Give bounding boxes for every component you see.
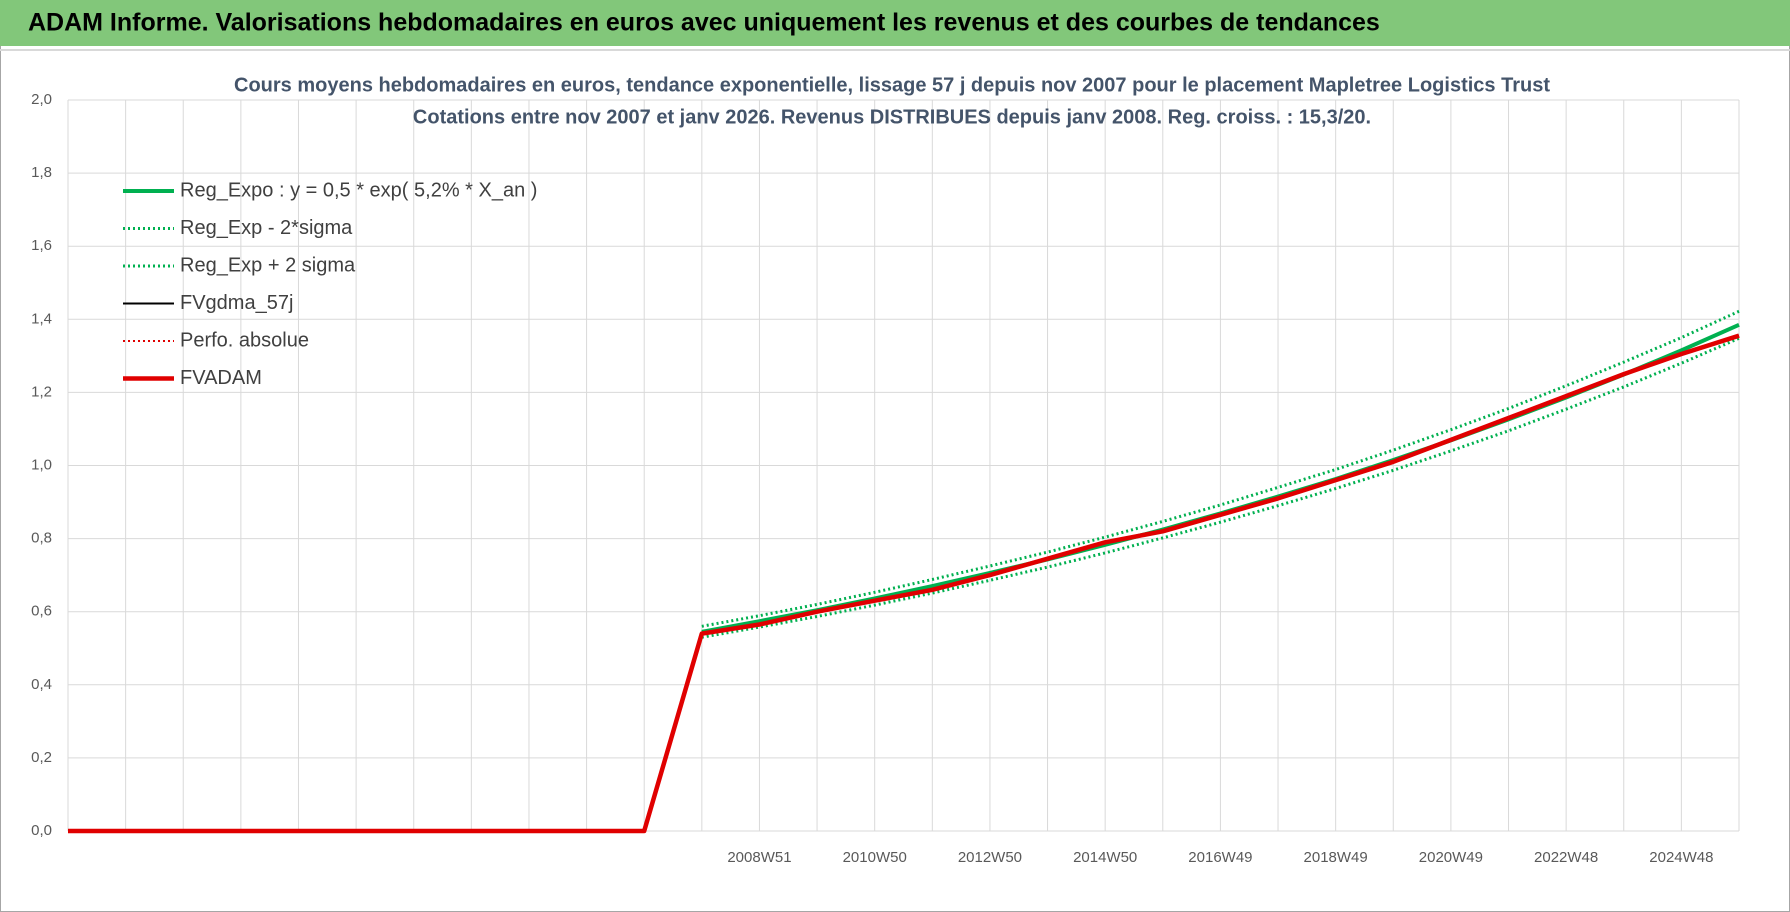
plot-area — [67, 99, 1740, 834]
y-tick-label: 1,6 — [31, 237, 52, 254]
series-line — [68, 333, 1740, 834]
x-tick-label: 2010W50 — [843, 849, 907, 866]
header-title: ADAM Informe. Valorisations hebdomadaire… — [28, 9, 1380, 37]
y-tick-label: 0,0 — [31, 822, 52, 839]
legend-label: FVgdma_57j — [180, 292, 293, 314]
chart-subtitle: Cotations entre nov 2007 et janv 2026. R… — [413, 106, 1371, 128]
series-line — [701, 336, 1740, 639]
y-tick-label: 1,4 — [31, 310, 52, 327]
x-tick-label: 2024W48 — [1649, 849, 1713, 866]
x-tick-label: 2012W50 — [958, 849, 1022, 866]
series-line — [701, 309, 1740, 628]
header-bar — [0, 0, 1790, 46]
x-tick-label: 2014W50 — [1073, 849, 1137, 866]
legend-label: Perfo. absolue — [180, 329, 309, 351]
y-tick-label: 1,8 — [31, 164, 52, 181]
legend-label: FVADAM — [180, 367, 262, 389]
legend-label: Reg_Expo : y = 0,5 * exp( 5,2% * X_an ) — [180, 179, 537, 201]
y-tick-label: 0,2 — [31, 749, 52, 766]
x-tick-label: 2022W48 — [1534, 849, 1598, 866]
y-tick-label: 0,8 — [31, 530, 52, 547]
x-tick-label: 2016W49 — [1188, 849, 1252, 866]
x-tick-label: 2008W51 — [727, 849, 791, 866]
x-tick-label: 2020W49 — [1419, 849, 1483, 866]
chart-title: Cours moyens hebdomadaires en euros, ten… — [234, 74, 1550, 96]
legend-label: Reg_Exp + 2 sigma — [180, 254, 356, 276]
y-tick-label: 0,6 — [31, 603, 52, 620]
y-tick-label: 1,0 — [31, 456, 52, 473]
y-tick-label: 0,4 — [31, 676, 52, 693]
legend-label: Reg_Exp - 2*sigma — [180, 217, 353, 239]
y-tick-label: 2,0 — [31, 91, 52, 108]
y-tick-label: 1,2 — [31, 383, 52, 400]
x-tick-label: 2018W49 — [1304, 849, 1368, 866]
